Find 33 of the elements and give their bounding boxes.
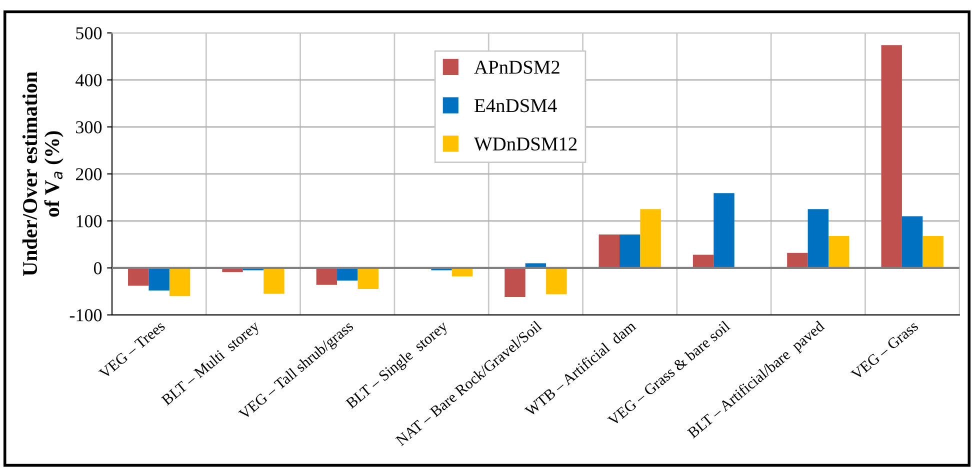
y-tick-label: 500: [76, 27, 102, 40]
bar: [546, 268, 567, 294]
bar: [692, 254, 714, 268]
bar: [828, 236, 850, 268]
legend-label: WDnDSM12: [474, 137, 577, 151]
x-tick-label: VEG – Trees: [98, 320, 166, 380]
x-tick-label: VEG – Grass: [850, 320, 919, 380]
y-tick-label: 400: [76, 74, 102, 86]
y-tick-label: 200: [76, 168, 102, 180]
bar: [619, 234, 640, 268]
bar: [264, 268, 284, 294]
bar: [598, 234, 620, 268]
bar: [902, 216, 923, 268]
bar: [640, 209, 661, 268]
y-tick-label: -100: [70, 309, 102, 322]
bar: [128, 268, 149, 286]
bar: [808, 209, 829, 268]
bar: [714, 193, 734, 268]
bar: [148, 268, 170, 290]
bar: [922, 236, 944, 268]
bar: [504, 268, 526, 298]
y-tick-label: 100: [76, 215, 102, 228]
bar: [358, 268, 378, 290]
y-axis-title: Under/Over estimation of V$_{a}$ (%): [22, 72, 64, 276]
bar: [337, 268, 358, 281]
legend-label: APnDSM2: [474, 60, 560, 74]
bar: [316, 268, 338, 285]
y-tick-label: 300: [76, 121, 102, 134]
bar: [787, 252, 808, 268]
legend-label: E4nDSM4: [474, 99, 557, 112]
bar: [169, 268, 190, 296]
y-tick-label: 0: [94, 262, 102, 274]
bar: [881, 45, 902, 268]
